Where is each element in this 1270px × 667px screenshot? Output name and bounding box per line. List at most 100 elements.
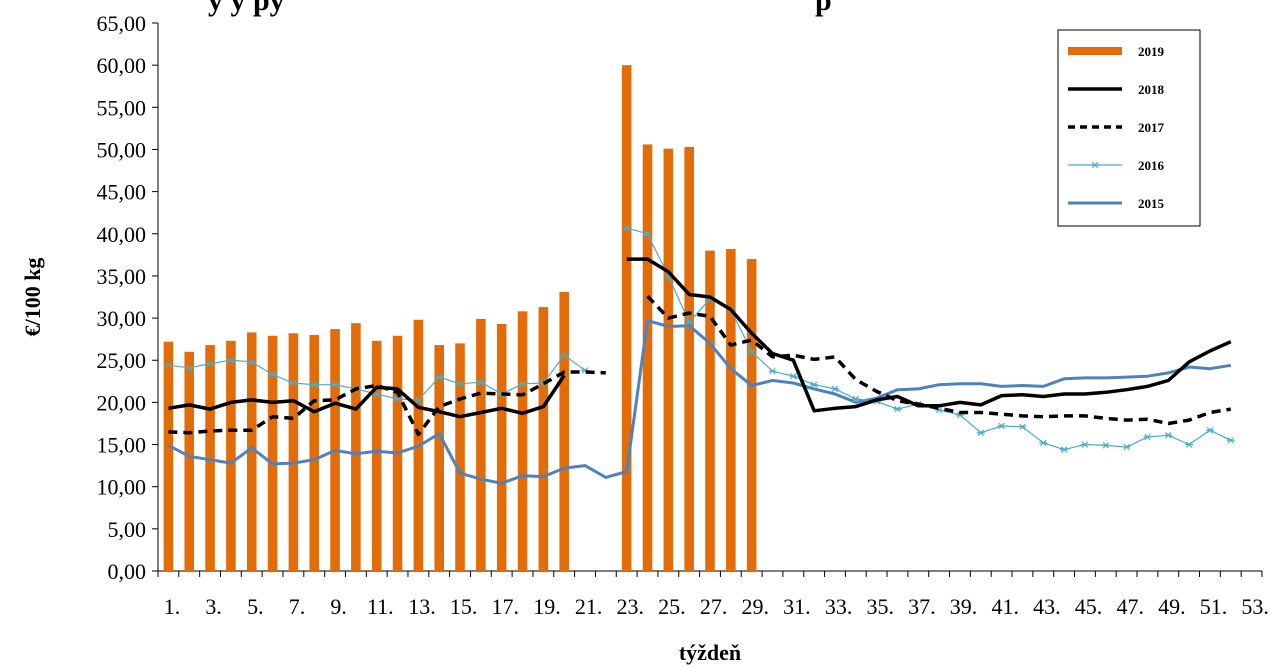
x-tick-label: 41.: [991, 594, 1019, 619]
point-2016-week-12: [393, 395, 402, 403]
x-tick-label: 31.: [783, 594, 811, 619]
x-tick-label: 3.: [205, 594, 222, 619]
bar-2019-week-26: [684, 146, 694, 571]
x-tick-label: 51.: [1200, 594, 1228, 619]
x-tick-label: 11.: [367, 594, 394, 619]
y-tick-label: 55,00: [97, 95, 147, 120]
point-2016-week-49: [1164, 432, 1173, 439]
x-tick-label: 17.: [492, 594, 520, 619]
y-tick-label: 35,00: [97, 264, 147, 289]
point-2016-week-42: [1018, 423, 1027, 431]
y-tick-label: 65,00: [97, 11, 147, 36]
line-2018-segment: [626, 257, 1232, 413]
bar-2019-week-20: [559, 291, 569, 571]
y-tick-label: 20,00: [97, 390, 147, 415]
x-tick-label: 49.: [1158, 594, 1186, 619]
point-2016-week-7: [289, 379, 298, 387]
point-2016-week-44: [1060, 446, 1069, 453]
x-tick-label: 53.: [1241, 594, 1269, 619]
legend-label-2017: 2017: [1138, 120, 1165, 135]
bar-2019-week-7: [288, 333, 299, 571]
x-tick-label: 47.: [1116, 594, 1144, 619]
bar-2019-week-3: [205, 345, 215, 571]
y-tick-label: 15,00: [97, 433, 147, 458]
legend-swatch-2019: [1068, 47, 1122, 55]
point-2016-week-8: [310, 381, 319, 388]
chart-title-fragment: y y py: [208, 0, 285, 17]
x-tick-label: 13.: [408, 594, 436, 619]
bar-2019-week-29: [746, 259, 757, 571]
y-tick-label: 40,00: [97, 222, 147, 247]
point-2016-week-20: [560, 351, 569, 359]
bar-2019-week-8: [309, 334, 320, 571]
x-tick-label: 5.: [247, 594, 264, 619]
y-tick-label: 60,00: [97, 53, 147, 78]
point-2016-week-1: [164, 362, 173, 369]
point-2016-week-4: [226, 357, 235, 364]
x-tick-label: 21.: [575, 594, 603, 619]
y-tick-label: 5,00: [108, 517, 147, 542]
bar-2019-week-17: [496, 323, 507, 571]
y-tick-label: 30,00: [97, 306, 147, 331]
bar-2019-week-18: [517, 311, 528, 571]
point-2016-week-18: [518, 380, 527, 388]
point-2016-week-5: [247, 358, 256, 366]
bar-2019-week-19: [538, 307, 549, 571]
point-2016-week-51: [1205, 426, 1214, 434]
x-tick-label: 43.: [1033, 594, 1061, 619]
point-2016-week-30: [768, 367, 777, 375]
axis-labels: 0,00 5,00 10,00 15,00 20,00 25,00 30,00 35,00 40…: [20, 11, 1269, 665]
line-2018-segment: [168, 374, 566, 419]
legend-label-2016: 2016: [1138, 158, 1165, 173]
point-2016-week-16: [476, 378, 485, 386]
x-tick-label: 15.: [450, 594, 478, 619]
bar-2019-week-27: [705, 250, 715, 571]
point-2016-week-47: [1122, 443, 1131, 451]
point-2016-week-29: [747, 348, 756, 356]
bar-series: [163, 65, 757, 572]
bar-2019-week-5: [246, 332, 257, 571]
point-2016-week-23: [622, 224, 631, 232]
bar-2019-week-16: [476, 318, 486, 571]
point-2016-week-14: [435, 373, 444, 381]
y-tick-label: 45,00: [97, 180, 147, 205]
bar-2019-week-11: [371, 340, 382, 571]
bar-2019-week-25: [663, 148, 674, 571]
x-tick-label: 23.: [617, 594, 645, 619]
point-2016-week-40: [976, 429, 985, 436]
legend-marker-2016: [1091, 161, 1099, 169]
point-2016-week-13: [414, 396, 423, 404]
legend-box: [1057, 29, 1201, 227]
legend-label-2018: 2018: [1138, 82, 1165, 97]
point-2016-week-15: [456, 380, 465, 388]
x-tick-label: 7.: [289, 594, 306, 619]
point-2016-week-43: [1039, 439, 1048, 447]
point-2016-week-2: [185, 364, 194, 372]
point-2016-week-45: [1080, 441, 1089, 448]
x-tick-label: 19.: [533, 594, 561, 619]
point-2016-week-48: [1143, 433, 1152, 441]
bar-2019-week-1: [163, 341, 174, 571]
x-tick-label: 35.: [866, 594, 894, 619]
y-tick-label: 50,00: [97, 137, 147, 162]
legend-label-2015: 2015: [1138, 196, 1165, 211]
line-2017-segment: [646, 294, 1232, 426]
point-2016-week-32: [810, 381, 819, 388]
point-2016-week-9: [331, 381, 340, 388]
point-2016-week-31: [789, 373, 798, 380]
bar-2019-week-24: [642, 144, 653, 571]
line-series: [164, 224, 1235, 485]
point-2016-week-46: [1101, 442, 1110, 449]
x-axis-title: týždeň: [679, 640, 741, 665]
y-axis-title: €/100 kg: [20, 258, 45, 337]
point-2016-week-6: [268, 371, 277, 378]
x-tick-label: 25.: [658, 594, 686, 619]
bar-2019-week-10: [351, 323, 361, 571]
point-2016-week-33: [830, 385, 839, 393]
line-2016-segment: [626, 227, 1232, 451]
x-tick-label: 45.: [1075, 594, 1103, 619]
x-tick-label: 9.: [330, 594, 347, 619]
legend-label-2019: 2019: [1138, 44, 1165, 59]
